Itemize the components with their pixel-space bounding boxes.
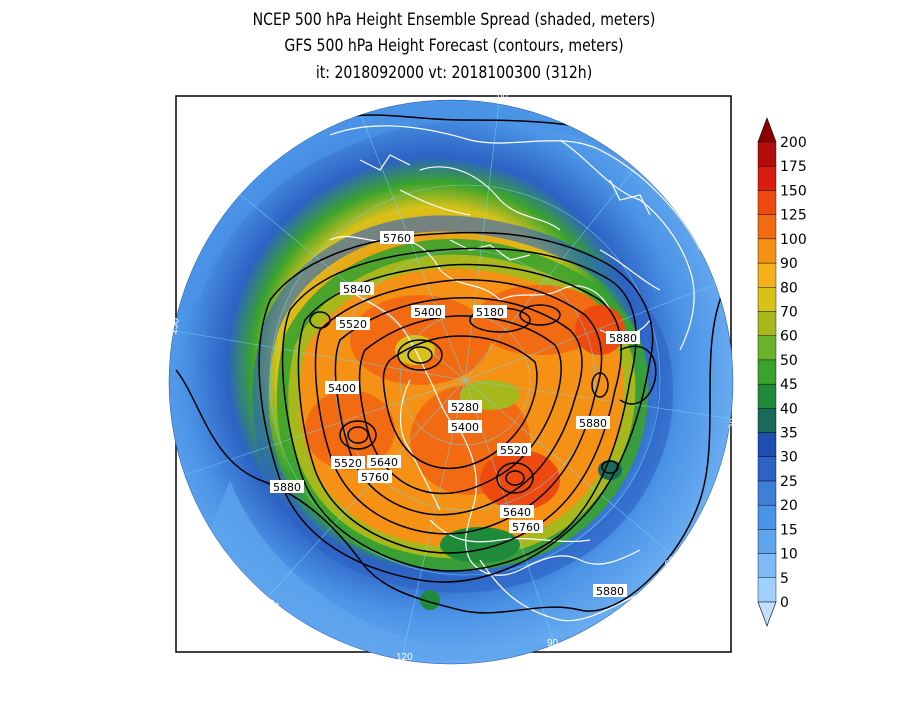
- colorbar-label: 175: [780, 159, 807, 175]
- colorbar-label: 50: [780, 353, 798, 369]
- colorbar-label: 35: [780, 426, 798, 442]
- colorbar-band: [757, 408, 777, 433]
- colorbar-band: [757, 214, 777, 240]
- colorbar-label: 0: [780, 595, 789, 611]
- contour-label: 5880: [596, 585, 624, 598]
- contour-label: 5400: [451, 421, 479, 434]
- lon-label: 30: [727, 417, 740, 430]
- contour-label: 5280: [451, 401, 479, 414]
- colorbar-label: 45: [780, 377, 798, 393]
- contour-label: 5640: [370, 456, 398, 469]
- title-line-2: GFS 500 hPa Height Forecast (contours, m…: [284, 36, 624, 56]
- colorbar-band: [757, 190, 777, 215]
- contour-label: 5400: [328, 382, 356, 395]
- colorbar-label: 200: [780, 135, 807, 151]
- colorbar-band: [757, 141, 777, 167]
- colorbar-label: 40: [780, 401, 798, 417]
- contour-labels: 5760 5840 5520 5400 5180 5880 5400 5280 …: [270, 231, 640, 598]
- contour-label: 5640: [503, 506, 531, 519]
- contour-label: 5760: [361, 471, 389, 484]
- colorbar-label: 70: [780, 304, 798, 320]
- colorbar-band: [757, 335, 777, 361]
- lon-label: 90: [347, 99, 362, 113]
- lon-label: 0: [711, 267, 724, 278]
- hemisphere-edge: [168, 99, 734, 665]
- colorbar-band: [757, 577, 777, 603]
- colorbar-label: 90: [780, 256, 798, 272]
- lon-label: 60: [497, 90, 509, 101]
- lon-label: 90: [547, 638, 559, 649]
- colorbar-label: 15: [780, 522, 798, 538]
- colorbar-label: 5: [780, 571, 789, 587]
- colorbar-band: [757, 262, 777, 288]
- height-contours: [175, 114, 725, 614]
- colorbar-band: [757, 311, 777, 336]
- colorbar-label: 20: [780, 498, 798, 514]
- colorbar-top-arrow: [757, 117, 777, 143]
- contour-label: 5840: [343, 283, 371, 296]
- title-line-1: NCEP 500 hPa Height Ensemble Spread (sha…: [252, 10, 656, 30]
- contour-label: 5760: [512, 521, 540, 534]
- colorbar-label: 150: [780, 183, 807, 199]
- colorbar-label: 60: [780, 329, 798, 345]
- colorbar-label: 125: [780, 208, 807, 224]
- colorbar-band: [757, 287, 777, 312]
- colorbar-bottom-arrow: [757, 601, 777, 627]
- colorbar-band: [757, 504, 777, 530]
- colorbar-band: [757, 359, 777, 385]
- lon-label: 150: [168, 317, 182, 336]
- colorbar: 0 5 10 15 20 25 30 35 40 45 50 60 70 80 90 100 125 150 175…: [757, 117, 807, 627]
- graticule: [169, 100, 733, 664]
- colorbar-band: [757, 383, 777, 409]
- contour-label: 5760: [383, 232, 411, 245]
- title-line-3: it: 2018092000 vt: 2018100300 (312h): [315, 63, 593, 83]
- contour-label: 5880: [609, 332, 637, 345]
- colorbar-band: [757, 480, 777, 506]
- colorbar-label: 25: [780, 474, 798, 490]
- colorbar-band: [757, 553, 777, 578]
- contour-label: 5520: [339, 318, 367, 331]
- colorbar-label: 80: [780, 280, 798, 296]
- colorbar-band: [757, 456, 777, 482]
- contour-label: 5180: [476, 306, 504, 319]
- contour-label: 5400: [414, 306, 442, 319]
- lon-label: 30: [626, 149, 642, 164]
- colorbar-band: [757, 166, 777, 191]
- colorbar-band: [757, 529, 777, 554]
- colorbar-label: 100: [780, 232, 807, 248]
- colorbar-band: [757, 238, 777, 264]
- contour-label: 5520: [500, 444, 528, 457]
- colorbar-label: 10: [780, 547, 798, 563]
- contour-label: 5880: [579, 417, 607, 430]
- contour-label: 5880: [273, 481, 301, 494]
- lon-label: 120: [396, 652, 413, 663]
- colorbar-label: 30: [780, 450, 798, 466]
- contour-label: 5520: [334, 457, 362, 470]
- colorbar-band: [757, 432, 777, 457]
